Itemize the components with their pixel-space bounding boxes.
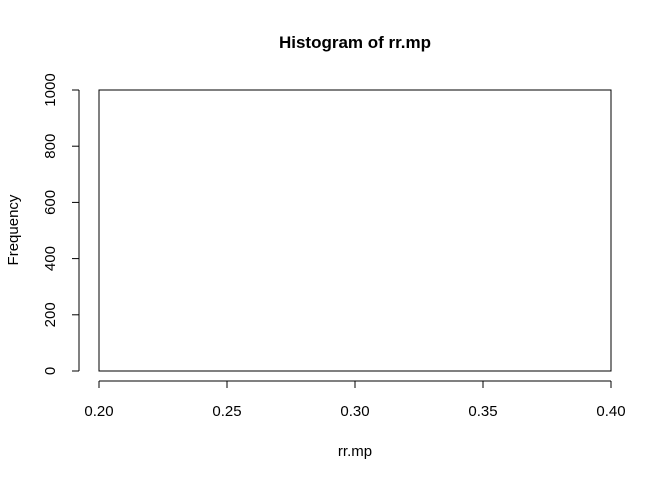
y-tick-label-2: 400 <box>42 246 59 271</box>
histogram-bar-0 <box>98 89 612 372</box>
y-tick-label-3: 600 <box>42 190 59 215</box>
y-tick-label-5: 1000 <box>42 73 59 106</box>
x-tick-label-1: 0.25 <box>212 403 241 420</box>
x-tick-label-0: 0.20 <box>84 403 113 420</box>
y-tick-label-0: 0 <box>42 367 59 375</box>
y-axis: 0 200 400 600 800 1000 <box>42 73 80 375</box>
histogram-bars <box>98 89 612 372</box>
x-axis: 0.20 0.25 0.30 0.35 0.40 <box>84 380 626 420</box>
y-tick-label-4: 800 <box>42 134 59 159</box>
y-axis-label: Frequency <box>5 194 22 265</box>
x-tick-label-4: 0.40 <box>596 403 625 420</box>
y-tick-label-1: 200 <box>42 302 59 327</box>
chart-title: Histogram of rr.mp <box>279 33 431 52</box>
x-axis-label: rr.mp <box>338 443 372 460</box>
x-tick-label-2: 0.30 <box>340 403 369 420</box>
x-tick-label-3: 0.35 <box>468 403 497 420</box>
